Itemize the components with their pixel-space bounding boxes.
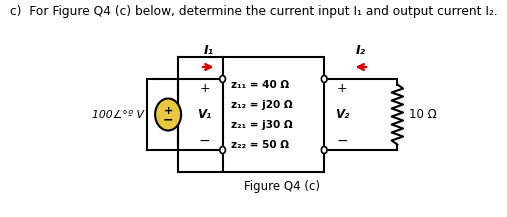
Text: c)  For Figure Q4 (c) below, determine the current input I₁ and output current I: c) For Figure Q4 (c) below, determine th… (10, 5, 497, 18)
Text: +: + (163, 105, 173, 115)
Text: V₂: V₂ (335, 108, 349, 121)
Text: I₁: I₁ (203, 44, 213, 57)
Text: V₁: V₁ (198, 108, 212, 121)
Text: −: − (199, 134, 210, 148)
Text: 100∠°º V: 100∠°º V (92, 110, 143, 120)
Circle shape (321, 146, 327, 153)
Text: z₁₂ = j20 Ω: z₁₂ = j20 Ω (231, 100, 293, 110)
Text: 10 Ω: 10 Ω (409, 108, 437, 121)
Circle shape (155, 99, 181, 130)
Text: −: − (336, 134, 348, 148)
Circle shape (220, 146, 226, 153)
Text: I₂: I₂ (356, 44, 366, 57)
Bar (223, 57, 324, 172)
Circle shape (220, 76, 226, 82)
Text: Figure Q4 (c): Figure Q4 (c) (243, 180, 319, 193)
Text: −: − (163, 113, 173, 126)
Text: z₁₁ = 40 Ω: z₁₁ = 40 Ω (231, 79, 289, 89)
Text: z₂₂ = 50 Ω: z₂₂ = 50 Ω (231, 140, 288, 150)
Text: +: + (199, 82, 210, 94)
Text: +: + (337, 82, 347, 94)
Circle shape (321, 76, 327, 82)
Text: z₂₁ = j30 Ω: z₂₁ = j30 Ω (231, 120, 293, 130)
